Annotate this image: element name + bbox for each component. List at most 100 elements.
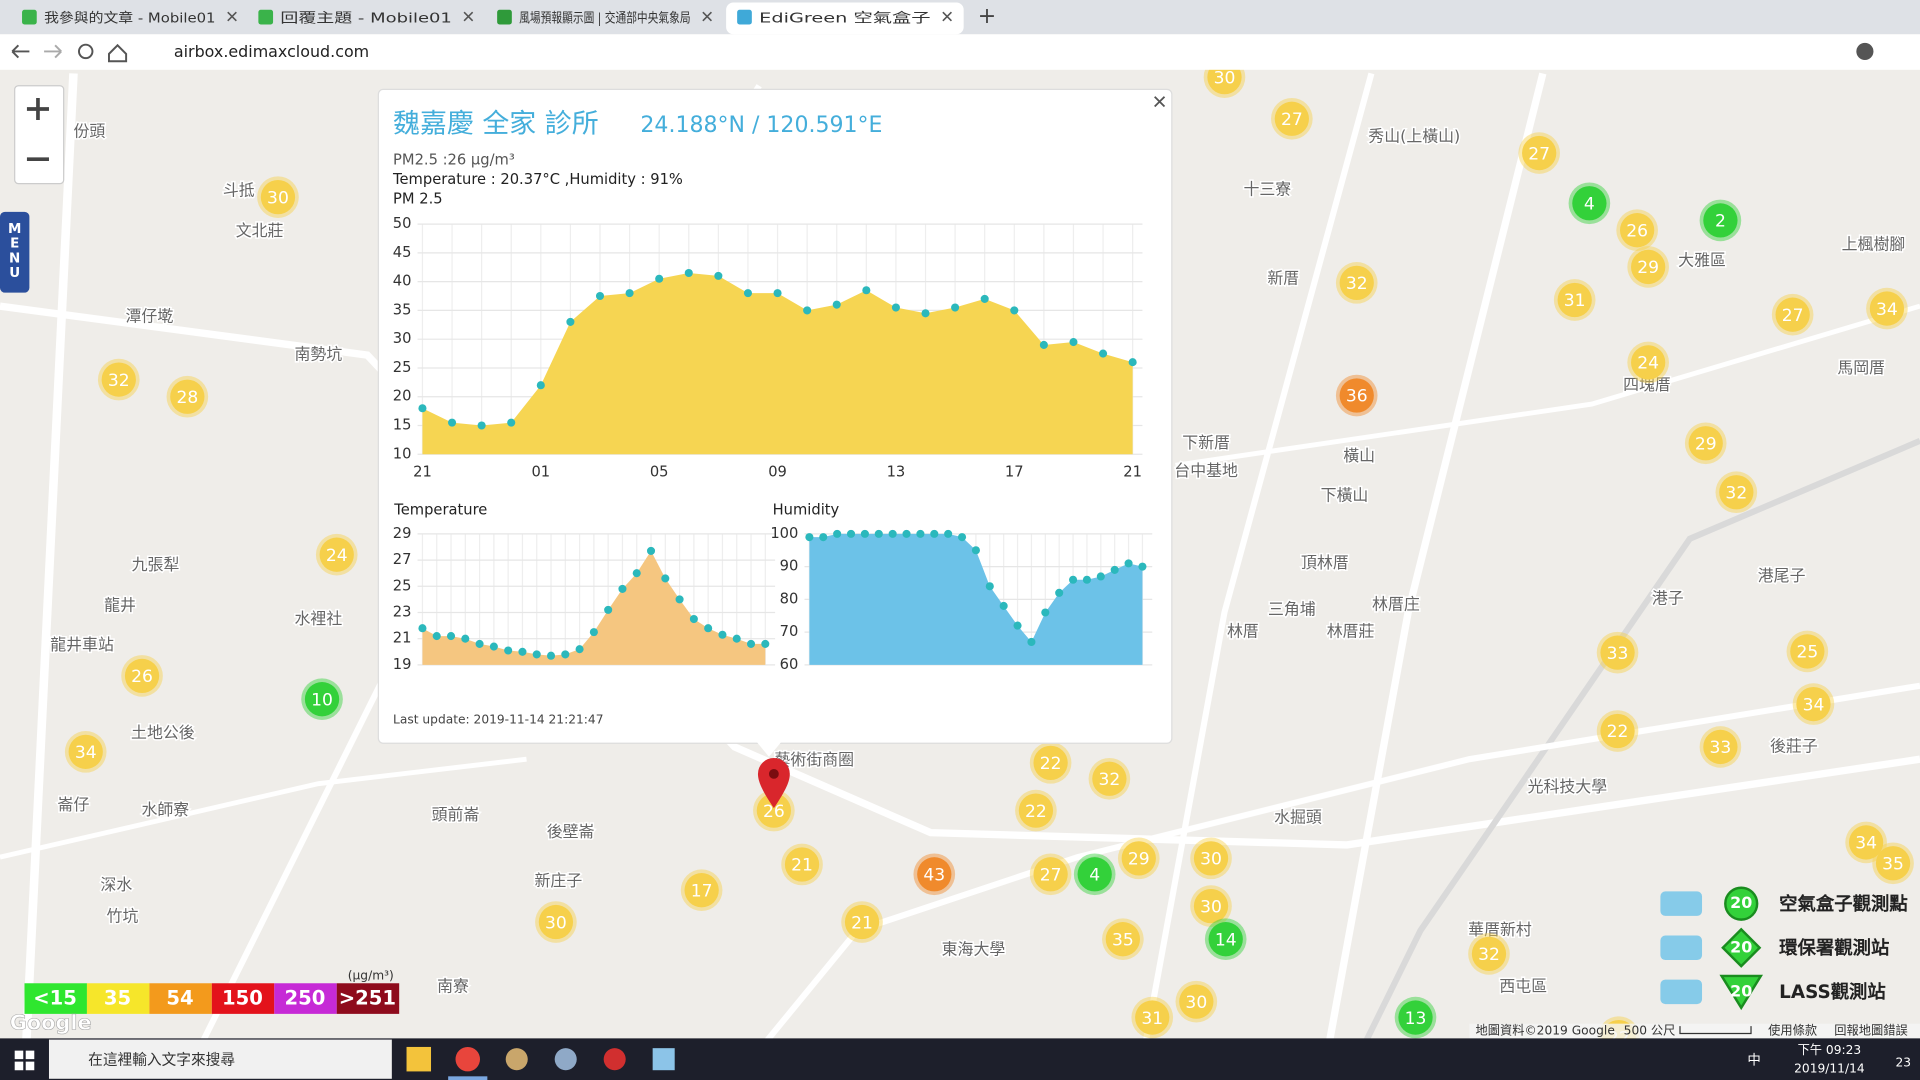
tab-close[interactable] — [463, 11, 474, 22]
app-explorer[interactable] — [406, 1046, 432, 1072]
marker[interactable] — [1033, 857, 1068, 892]
search-box[interactable] — [48, 1039, 392, 1079]
menu-letter[interactable]: N — [9, 251, 20, 266]
marker[interactable] — [1135, 1000, 1170, 1035]
menu-letter[interactable]: E — [10, 237, 19, 252]
tab-close[interactable] — [702, 11, 712, 22]
marker[interactable] — [1033, 745, 1068, 780]
search-text[interactable]: 在這裡輸入文字來搜尋 — [88, 1051, 235, 1068]
marker[interactable] — [304, 682, 340, 717]
marker[interactable] — [1557, 282, 1592, 318]
place-name: 台中基地 — [1174, 461, 1238, 480]
clock-time[interactable]: 下午 09:23 — [1798, 1043, 1862, 1057]
marker[interactable] — [124, 658, 160, 694]
marker[interactable] — [538, 904, 574, 940]
marker[interactable] — [1274, 101, 1309, 136]
marker[interactable] — [1179, 984, 1214, 1019]
active-tab[interactable] — [726, 2, 964, 35]
address[interactable]: airbox.edimaxcloud.com — [174, 42, 369, 61]
marker[interactable] — [1572, 186, 1607, 221]
new-tab[interactable]: + — [978, 4, 996, 29]
tab-title[interactable]: 我參與的文章 - Mobile01 — [44, 9, 215, 26]
tab-close[interactable] — [942, 11, 952, 22]
notifications[interactable]: 23 — [1896, 1055, 1912, 1069]
marker[interactable] — [1688, 426, 1723, 461]
marker-label: 30 — [545, 913, 567, 933]
marker[interactable] — [170, 379, 205, 414]
marker[interactable] — [1208, 922, 1243, 957]
report[interactable]: 回報地圖錯誤 — [1834, 1023, 1907, 1038]
app-2[interactable] — [505, 1048, 528, 1071]
marker[interactable] — [756, 793, 792, 828]
omnibox[interactable] — [137, 39, 1705, 65]
marker[interactable] — [917, 857, 952, 892]
back[interactable] — [11, 44, 30, 59]
reload[interactable] — [78, 43, 94, 60]
app-4[interactable] — [603, 1048, 626, 1071]
ime[interactable]: 中 — [1747, 1052, 1760, 1068]
marker[interactable] — [1193, 841, 1229, 876]
marker[interactable] — [1719, 475, 1754, 510]
clock-date[interactable]: 2019/11/14 — [1794, 1061, 1865, 1075]
marker-label: 28 — [176, 388, 198, 408]
marker[interactable] — [101, 362, 136, 397]
marker[interactable] — [1775, 297, 1810, 332]
menu-tab[interactable] — [0, 211, 30, 293]
marker[interactable] — [1703, 729, 1738, 765]
marker-label: 10 — [311, 690, 333, 710]
zoom-in[interactable] — [26, 97, 49, 121]
marker[interactable] — [1796, 686, 1831, 722]
start[interactable] — [14, 1050, 35, 1071]
marker[interactable] — [844, 904, 880, 940]
marker[interactable] — [1077, 857, 1112, 892]
marker[interactable] — [1790, 634, 1825, 669]
marker[interactable] — [1600, 635, 1635, 670]
marker[interactable] — [1600, 713, 1635, 749]
area — [422, 273, 1133, 455]
marker[interactable] — [1848, 825, 1884, 860]
marker[interactable] — [1522, 135, 1557, 171]
forward[interactable] — [44, 44, 62, 59]
tab-title[interactable]: 風場預報顯示圖 | 交通部中央氣象局 — [519, 9, 690, 26]
marker[interactable] — [1105, 922, 1140, 957]
marker[interactable] — [260, 180, 296, 215]
x-tick-label: 01 — [531, 464, 550, 481]
marker[interactable] — [1339, 265, 1374, 300]
marker[interactable] — [1092, 761, 1127, 796]
marker[interactable] — [1631, 345, 1666, 380]
marker[interactable] — [1620, 213, 1655, 248]
data-point — [944, 529, 953, 538]
app-3[interactable] — [554, 1048, 577, 1071]
active-app — [448, 1076, 488, 1080]
marker[interactable] — [1398, 1000, 1433, 1035]
legend-label: 54 — [166, 987, 193, 1010]
tab-title[interactable]: 回覆主題 - Mobile01 — [280, 10, 451, 26]
badge-label: 20 — [1730, 893, 1752, 912]
home[interactable] — [108, 43, 128, 63]
marker[interactable] — [1121, 841, 1156, 876]
app-5[interactable] — [652, 1048, 675, 1071]
menu-letter[interactable]: U — [9, 266, 20, 281]
menu-letter[interactable]: M — [8, 222, 21, 237]
tab-close[interactable] — [227, 11, 237, 22]
marker[interactable] — [1869, 291, 1905, 326]
app-chrome[interactable] — [455, 1046, 480, 1072]
marker[interactable] — [1339, 378, 1374, 413]
marker[interactable] — [1193, 888, 1229, 924]
marker[interactable] — [1703, 203, 1738, 238]
marker[interactable] — [1631, 249, 1666, 285]
marker[interactable] — [684, 873, 719, 908]
marker[interactable] — [68, 734, 103, 769]
marker[interactable] — [1018, 793, 1054, 828]
marker[interactable] — [319, 537, 354, 572]
popup-close[interactable] — [1154, 96, 1166, 108]
marker[interactable] — [1875, 846, 1911, 881]
marker[interactable] — [784, 847, 820, 882]
place-name: 頂林厝 — [1301, 553, 1349, 572]
terms[interactable]: 使用條款 — [1768, 1023, 1817, 1038]
place-name: 光科技大學 — [1528, 777, 1608, 796]
marker[interactable] — [1471, 936, 1507, 972]
tab-title[interactable]: EdiGreen 空氣盒子 — [759, 9, 930, 26]
profile[interactable] — [1856, 42, 1874, 60]
data-point — [1055, 588, 1064, 597]
